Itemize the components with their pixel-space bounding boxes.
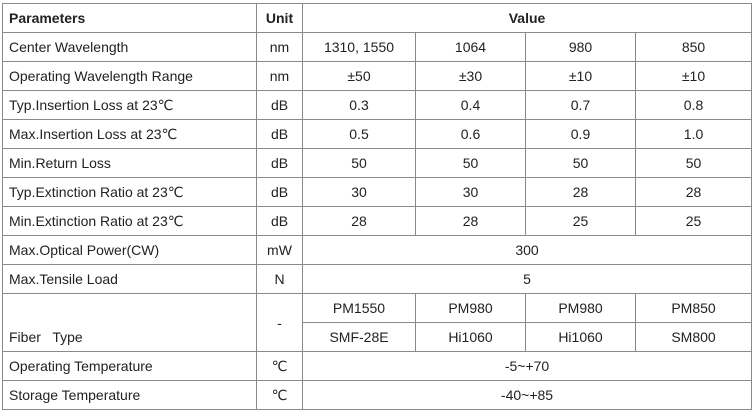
unit-cell: mW: [256, 235, 303, 265]
parameter-cell: Fiber Type: [2, 293, 257, 352]
parameter-cell: Typ.Insertion Loss at 23℃: [2, 90, 257, 120]
parameter-cell: Typ.Extinction Ratio at 23℃: [2, 177, 257, 207]
unit-cell: dB: [256, 177, 303, 207]
header-cell: Parameters: [2, 3, 257, 33]
value-cell: 30: [415, 177, 526, 207]
value-cell: ±10: [634, 61, 753, 91]
value-cell: 28: [415, 206, 526, 236]
value-cell: 0.8: [634, 90, 753, 120]
unit-cell: ℃: [256, 380, 303, 410]
value-cell: 0.5: [302, 119, 416, 149]
parameter-cell: Operating Wavelength Range: [2, 61, 257, 91]
table-row: Min.Return Loss dB 50 50 50 50: [2, 148, 753, 178]
value-cell: ±50: [302, 61, 416, 91]
table-row: Fiber Type - PM1550 PM980 PM980 PM850: [2, 293, 753, 352]
value-cell: ±30: [415, 61, 526, 91]
table-row: Max.Tensile Load N 5: [2, 264, 753, 294]
value-cell: 0.7: [525, 90, 636, 120]
value-cell: 50: [634, 148, 753, 178]
value-cell: PM1550: [302, 293, 416, 323]
unit-cell: N: [256, 264, 303, 294]
unit-cell: -: [256, 293, 303, 352]
value-cell: 50: [525, 148, 636, 178]
value-cell: 0.6: [415, 119, 526, 149]
unit-cell: dB: [256, 206, 303, 236]
value-cell: 30: [302, 177, 416, 207]
table-row: SMF-28E Hi1060 Hi1060 SM800: [3, 322, 753, 352]
parameter-cell: Min.Return Loss: [2, 148, 257, 178]
value-cell: SM800: [634, 322, 753, 352]
table-row: Operating Wavelength Range nm ±50 ±30 ±10 ±10: [2, 61, 753, 91]
parameter-cell: Max.Tensile Load: [2, 264, 257, 294]
unit-cell: dB: [256, 90, 303, 120]
value-cell: 1064: [415, 32, 526, 62]
unit-cell: dB: [256, 119, 303, 149]
value-cell: 28: [302, 206, 416, 236]
table-body: Center Wavelength nm 1310, 1550 1064 980 850 O…: [2, 32, 753, 410]
parameter-cell: Max.Optical Power(CW): [2, 235, 257, 265]
value-cell: PM850: [634, 293, 753, 323]
parameter-cell: Operating Temperature: [2, 351, 257, 381]
value-cell: Hi1060: [525, 322, 636, 352]
header-cell: Value: [301, 3, 753, 33]
table-row: Typ.Extinction Ratio at 23℃ dB 30 30 28 28: [2, 177, 753, 207]
table-row: Center Wavelength nm 1310, 1550 1064 980 850: [2, 32, 753, 62]
table-row: Storage Temperature ℃ -40~+85: [2, 380, 753, 410]
unit-cell: dB: [256, 148, 303, 178]
value-cell: -40~+85: [301, 380, 753, 410]
table-row: Max.Insertion Loss at 23℃ dB 0.5 0.6 0.9 1.0: [2, 119, 753, 149]
value-cell: 1.0: [634, 119, 753, 149]
value-cell: 300: [301, 235, 753, 265]
value-cell: -5~+70: [301, 351, 753, 381]
unit-cell: nm: [256, 32, 303, 62]
parameter-cell: Max.Insertion Loss at 23℃: [2, 119, 257, 149]
table-row: Min.Extinction Ratio at 23℃ dB 28 28 25 25: [2, 206, 753, 236]
value-cell: 28: [634, 177, 753, 207]
value-cell: 0.4: [415, 90, 526, 120]
value-cell: 28: [525, 177, 636, 207]
spec-table: Parameters Unit Value Center Wavelength n…: [2, 3, 753, 410]
value-cell: Hi1060: [415, 322, 526, 352]
value-cell: 0.3: [302, 90, 416, 120]
value-cell: 50: [415, 148, 526, 178]
header-cell: Unit: [256, 3, 303, 33]
value-cell: 0.9: [525, 119, 636, 149]
value-cell: 50: [302, 148, 416, 178]
parameter-cell: Storage Temperature: [2, 380, 257, 410]
value-cell: PM980: [415, 293, 526, 323]
value-cell: 25: [525, 206, 636, 236]
unit-cell: ℃: [256, 351, 303, 381]
table-row: Typ.Insertion Loss at 23℃ dB 0.3 0.4 0.7 0.8: [2, 90, 753, 120]
unit-cell: nm: [256, 61, 303, 91]
table-row: Max.Optical Power(CW) mW 300: [2, 235, 753, 265]
value-cell: 25: [634, 206, 753, 236]
header-row: Parameters Unit Value: [2, 3, 753, 33]
table-row: Operating Temperature ℃ -5~+70: [2, 351, 753, 381]
parameter-cell: Center Wavelength: [2, 32, 257, 62]
value-cell: 1310, 1550: [302, 32, 416, 62]
value-cell: ±10: [525, 61, 636, 91]
value-cell: SMF-28E: [302, 322, 416, 352]
value-cell: PM980: [525, 293, 636, 323]
value-cell: 5: [301, 264, 753, 294]
value-cell: 850: [634, 32, 753, 62]
parameter-cell: Min.Extinction Ratio at 23℃: [2, 206, 257, 236]
value-cell: 980: [525, 32, 636, 62]
